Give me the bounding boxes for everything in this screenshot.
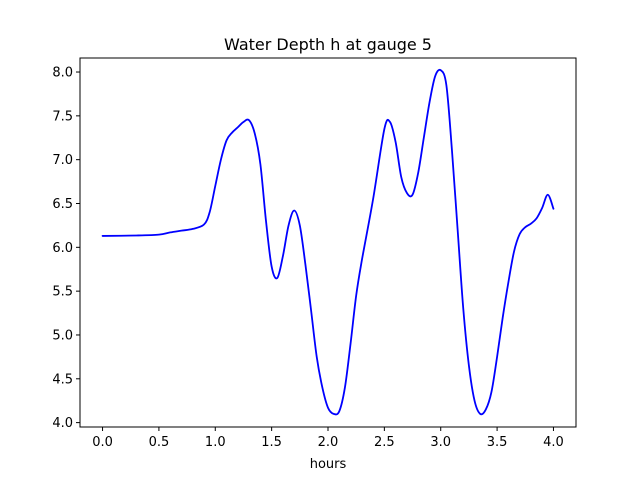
tick-layer: 0.0 0.5 1.0 1.5 2.0 2.5 3.0 3.5 4.0 4.0 4.5 5.0 5.5 6… [52, 66, 563, 450]
x-tick-label: 2.0 [318, 435, 339, 450]
y-tick-label: 8.0 [52, 66, 73, 81]
chart-title: Water Depth h at gauge 5 [224, 35, 432, 54]
x-tick-label: 1.0 [205, 435, 226, 450]
x-tick-label: 1.5 [261, 435, 282, 450]
y-tick-label: 7.5 [52, 109, 73, 124]
plot-background [80, 58, 576, 427]
y-tick-label: 5.0 [52, 328, 73, 343]
plot-frame [79, 57, 577, 428]
x-tick-label: 0.5 [149, 435, 170, 450]
series-layer [101, 68, 555, 416]
y-tick-label: 7.0 [52, 153, 73, 168]
y-tick-label: 4.5 [52, 372, 73, 387]
x-tick-label: 2.5 [374, 435, 395, 450]
x-tick-label: 3.0 [430, 435, 451, 450]
y-tick-label: 5.5 [52, 285, 73, 300]
x-axis-label: hours [310, 457, 347, 472]
y-tick-label: 4.0 [52, 416, 73, 431]
series-line [101, 68, 555, 416]
y-tick-label: 6.5 [52, 197, 73, 212]
x-tick-label: 4.0 [543, 435, 564, 450]
x-tick-label: 0.0 [92, 435, 113, 450]
x-tick-label: 3.5 [487, 435, 508, 450]
y-tick-label: 6.0 [52, 241, 73, 256]
